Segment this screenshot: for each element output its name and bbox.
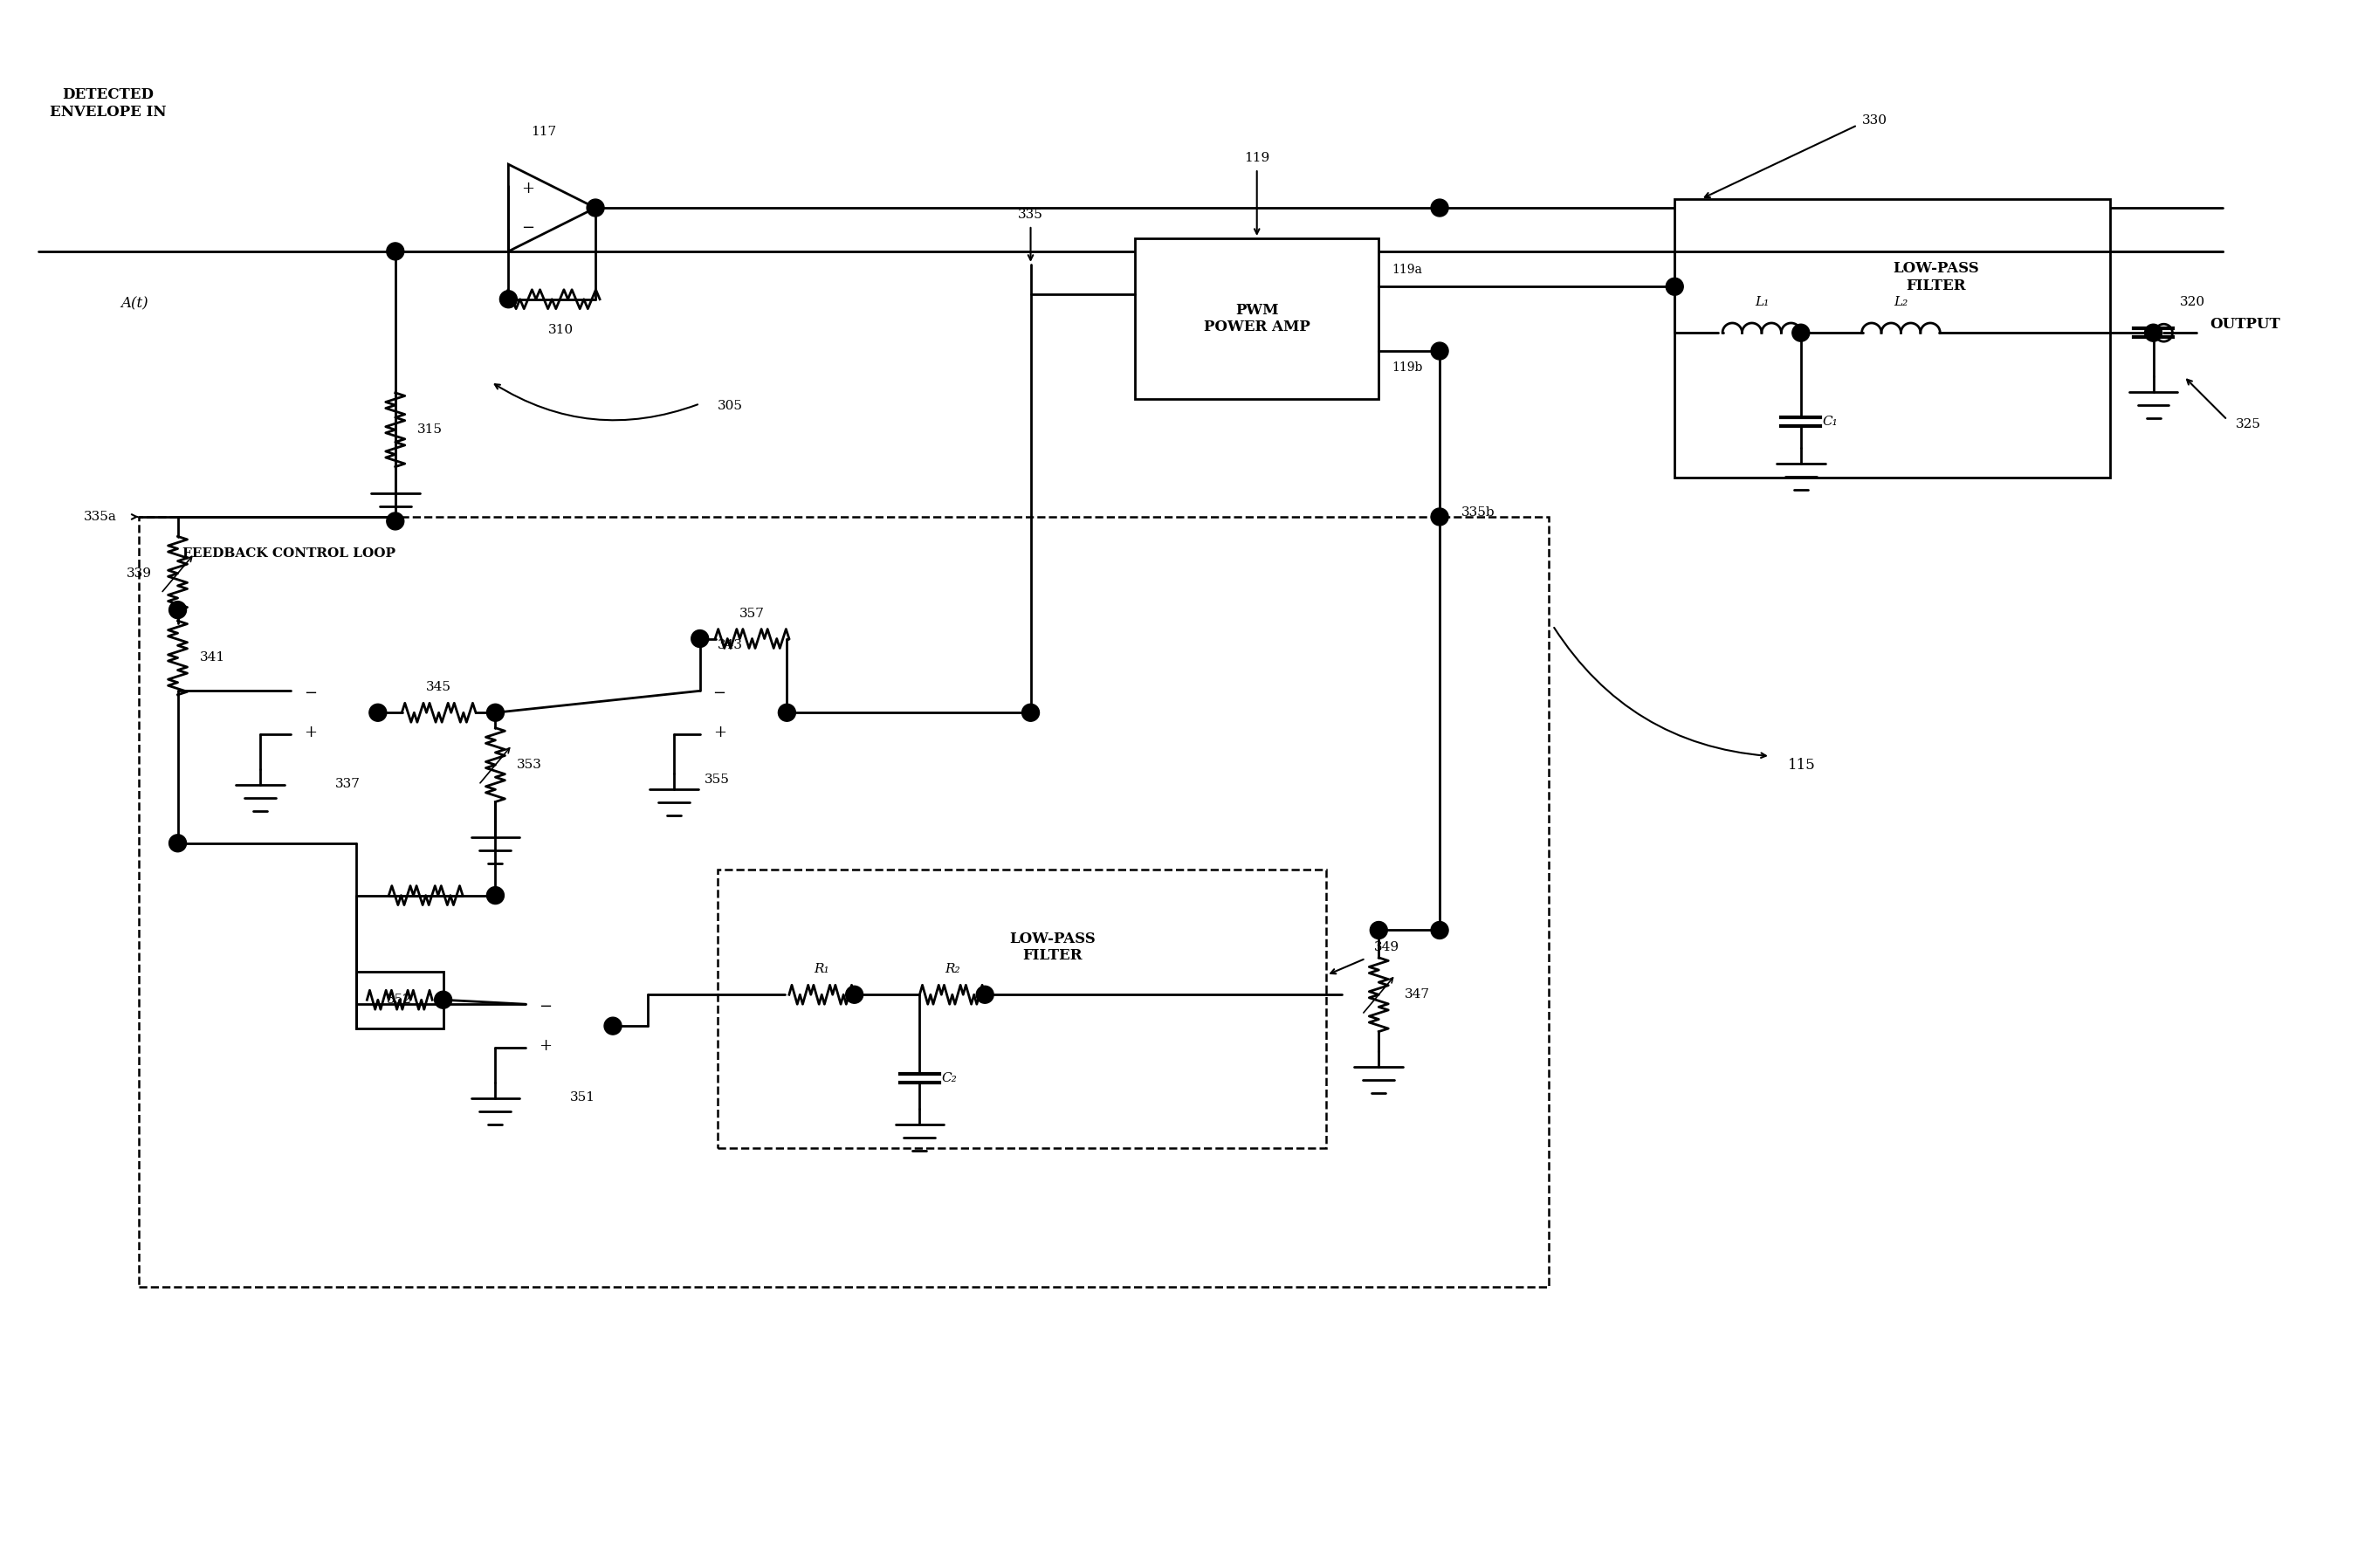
Circle shape bbox=[847, 986, 863, 1004]
Text: 357: 357 bbox=[740, 607, 764, 619]
Text: 315: 315 bbox=[417, 423, 443, 436]
Circle shape bbox=[1370, 922, 1387, 939]
Text: 349: 349 bbox=[1375, 941, 1401, 953]
Circle shape bbox=[1431, 199, 1448, 216]
Circle shape bbox=[387, 243, 403, 260]
Text: 335: 335 bbox=[1019, 209, 1042, 221]
Text: DETECTED
ENVELOPE IN: DETECTED ENVELOPE IN bbox=[50, 88, 167, 119]
Circle shape bbox=[691, 630, 710, 648]
Text: 310: 310 bbox=[547, 323, 573, 336]
Text: 320: 320 bbox=[2179, 296, 2205, 309]
Circle shape bbox=[434, 991, 453, 1008]
Text: R₂: R₂ bbox=[946, 963, 960, 975]
Text: 119a: 119a bbox=[1391, 263, 1422, 276]
Bar bbox=[356, 972, 443, 1029]
Text: 119b: 119b bbox=[1391, 362, 1422, 373]
Text: +: + bbox=[712, 724, 726, 740]
Circle shape bbox=[1792, 325, 1809, 342]
Circle shape bbox=[387, 513, 403, 530]
Circle shape bbox=[500, 290, 516, 307]
Circle shape bbox=[587, 199, 604, 216]
Text: LOW-PASS
FILTER: LOW-PASS FILTER bbox=[1893, 262, 1978, 293]
Text: C₁: C₁ bbox=[1823, 416, 1839, 428]
Text: +: + bbox=[521, 180, 535, 196]
Circle shape bbox=[170, 601, 186, 619]
Bar bbox=[717, 869, 1328, 1148]
Circle shape bbox=[1431, 342, 1448, 359]
Circle shape bbox=[778, 704, 795, 721]
Circle shape bbox=[1021, 704, 1040, 721]
Text: 325: 325 bbox=[2235, 419, 2261, 430]
Text: −: − bbox=[540, 999, 552, 1014]
Text: L₁: L₁ bbox=[1754, 296, 1768, 309]
Text: C₂: C₂ bbox=[941, 1073, 957, 1085]
Text: +: + bbox=[304, 724, 316, 740]
Text: −: − bbox=[712, 685, 726, 701]
Text: LOW-PASS
FILTER: LOW-PASS FILTER bbox=[1009, 931, 1096, 963]
Text: 355: 355 bbox=[705, 773, 729, 786]
Text: 351: 351 bbox=[571, 1091, 594, 1104]
Text: 353: 353 bbox=[516, 759, 542, 771]
Text: +: + bbox=[540, 1038, 552, 1054]
Text: 345: 345 bbox=[427, 681, 450, 693]
Circle shape bbox=[2146, 325, 2162, 342]
Circle shape bbox=[1431, 922, 1448, 939]
Text: 341: 341 bbox=[200, 652, 224, 663]
Text: 339: 339 bbox=[127, 568, 151, 580]
Text: R₁: R₁ bbox=[814, 963, 830, 975]
Text: A(t): A(t) bbox=[120, 296, 149, 310]
Circle shape bbox=[976, 986, 993, 1004]
Text: L₂: L₂ bbox=[1893, 296, 1908, 309]
Text: 115: 115 bbox=[1787, 757, 1816, 773]
Text: PWM
POWER AMP: PWM POWER AMP bbox=[1203, 303, 1311, 336]
Circle shape bbox=[1667, 278, 1684, 295]
Text: 117: 117 bbox=[531, 125, 556, 138]
Bar bbox=[1134, 238, 1379, 400]
Bar bbox=[139, 517, 1549, 1287]
Circle shape bbox=[486, 886, 505, 905]
Text: −: − bbox=[304, 685, 316, 701]
Text: OUTPUT: OUTPUT bbox=[2209, 317, 2280, 331]
Text: −: − bbox=[521, 220, 535, 235]
Text: 335a: 335a bbox=[85, 511, 118, 522]
Text: 335b: 335b bbox=[1462, 506, 1495, 519]
Circle shape bbox=[1431, 508, 1448, 525]
Text: 352: 352 bbox=[387, 994, 413, 1007]
Circle shape bbox=[486, 704, 505, 721]
Text: 337: 337 bbox=[335, 778, 361, 790]
Circle shape bbox=[370, 704, 387, 721]
Text: FEEDBACK CONTROL LOOP: FEEDBACK CONTROL LOOP bbox=[182, 547, 396, 560]
Bar bbox=[1674, 199, 2110, 478]
Text: 343: 343 bbox=[717, 640, 743, 652]
Text: 330: 330 bbox=[1863, 114, 1886, 127]
Text: 305: 305 bbox=[717, 400, 743, 412]
Circle shape bbox=[170, 834, 186, 851]
Text: 119: 119 bbox=[1245, 152, 1269, 165]
Text: 347: 347 bbox=[1405, 988, 1431, 1000]
Circle shape bbox=[604, 1018, 623, 1035]
